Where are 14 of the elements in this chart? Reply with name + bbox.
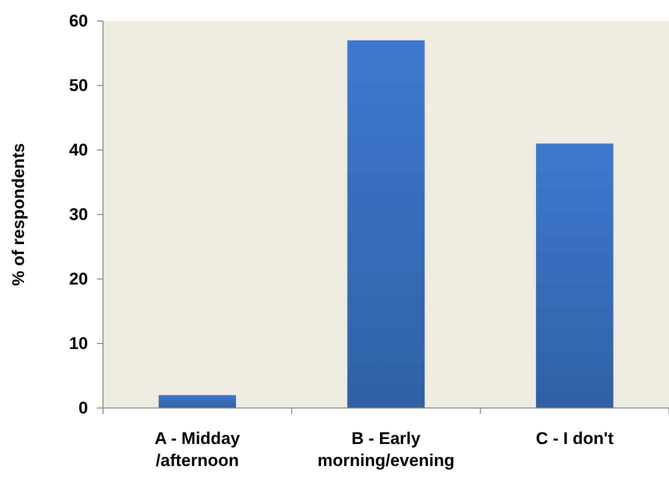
y-tick-label: 10 bbox=[69, 334, 88, 353]
y-tick-label: 20 bbox=[69, 269, 88, 288]
x-tick-label: C - I don't bbox=[536, 429, 614, 448]
bar bbox=[536, 144, 614, 408]
x-tick-label: A - Midday /afternoon bbox=[154, 429, 241, 470]
y-tick-label: 50 bbox=[69, 76, 88, 95]
bar bbox=[347, 40, 425, 408]
y-tick-label: 0 bbox=[78, 398, 88, 418]
bar bbox=[158, 395, 236, 408]
y-tick-label: 40 bbox=[69, 140, 88, 160]
y-tick-label: 60 bbox=[69, 11, 88, 30]
x-tick-label: B - Early morning/evening bbox=[318, 429, 454, 470]
y-tick-label: 30 bbox=[69, 204, 88, 224]
y-axis-title: % of respondents bbox=[9, 143, 28, 286]
